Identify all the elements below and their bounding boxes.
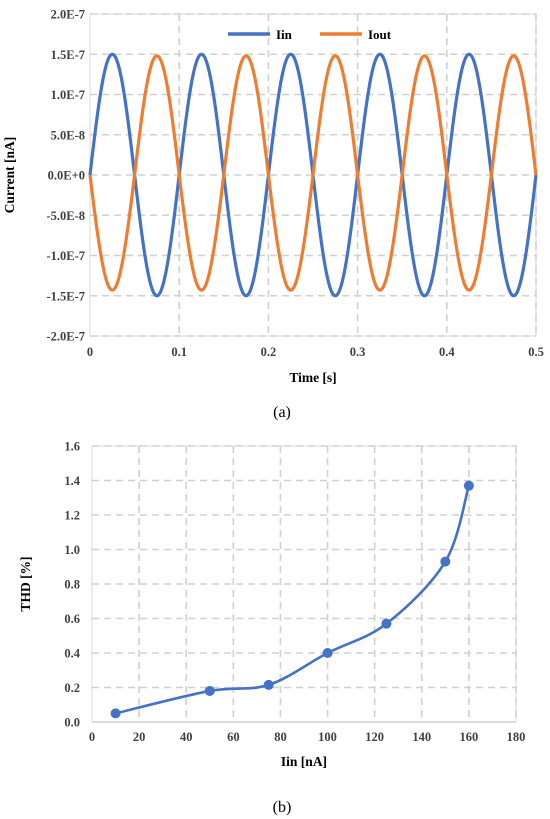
series-line-thd <box>115 485 471 715</box>
x-tick-label: 120 <box>365 730 384 744</box>
y-tick-label: 1.0E-7 <box>51 88 85 102</box>
legend-a: Iin Iout <box>228 27 392 42</box>
series-group-a <box>88 52 538 298</box>
x-tick-label: 0.3 <box>350 345 366 359</box>
y-tick-label: 5.0E-8 <box>51 128 85 142</box>
legend-label-iin: Iin <box>276 27 293 42</box>
x-tick-label: 40 <box>180 730 193 744</box>
x-tick-labels-a: 0 0.1 0.2 0.3 0.4 0.5 <box>87 345 544 359</box>
y-tick-label: -1.0E-7 <box>46 249 85 263</box>
y-tick-label: 1.4 <box>64 474 80 488</box>
data-point-marker <box>381 618 392 629</box>
y-tick-label: 1.0 <box>64 543 80 557</box>
data-point-marker <box>463 480 474 491</box>
x-axis-title-a: Time [s] <box>289 370 336 385</box>
caption-b: (b) <box>273 799 292 816</box>
y-tick-label: 2.0E-7 <box>51 8 85 22</box>
x-tick-label: 140 <box>412 730 431 744</box>
y-tick-label: 1.2 <box>64 509 80 523</box>
y-tick-label: 0.2 <box>64 681 80 695</box>
y-tick-label: -2.0E-7 <box>46 330 85 344</box>
y-tick-label: 1.6 <box>64 440 80 454</box>
x-tick-label: 80 <box>274 730 287 744</box>
x-tick-labels-b: 0 20 40 60 80 100 120 140 160 180 <box>89 730 526 744</box>
y-tick-label: 0.8 <box>64 578 80 592</box>
data-point-marker <box>322 648 333 658</box>
x-tick-label: 0.2 <box>261 345 277 359</box>
y-tick-label: 0.4 <box>64 647 80 661</box>
y-axis-title-b: THD [%] <box>18 556 33 611</box>
data-point-marker <box>204 685 215 696</box>
y-tick-label: 0.0 <box>64 716 80 730</box>
y-tick-labels-a: 2.0E-7 1.5E-7 1.0E-7 5.0E-8 0.0E+0 -5.0E-8 -1.… <box>46 8 85 344</box>
y-tick-labels-b: 0.0 0.2 0.4 0.6 0.8 1.0 1.2 1.4 1.6 <box>64 440 80 730</box>
x-tick-label: 0.1 <box>171 345 187 359</box>
caption-a: (a) <box>273 404 291 421</box>
data-point-marker <box>263 679 274 690</box>
x-tick-label: 60 <box>227 730 240 744</box>
x-tick-label: 0 <box>89 730 95 744</box>
x-tick-label: 0 <box>87 345 93 359</box>
chart-b-thd: 0.0 0.2 0.4 0.6 0.8 1.0 1.2 1.4 1.6 0 20 40 60 80 100… <box>18 440 526 817</box>
series-line-iout <box>88 54 538 292</box>
legend-label-iout: Iout <box>368 27 392 42</box>
y-tick-label: -5.0E-8 <box>46 209 85 223</box>
data-point-marker <box>110 708 121 719</box>
x-tick-label: 180 <box>507 730 526 744</box>
chart-a-time-domain: 2.0E-7 1.5E-7 1.0E-7 5.0E-8 0.0E+0 -5.0E-8 -1.… <box>2 8 544 422</box>
x-tick-label: 160 <box>460 730 479 744</box>
data-point-marker <box>440 556 451 567</box>
y-tick-label: 0.6 <box>64 612 80 626</box>
x-tick-label: 20 <box>133 730 146 744</box>
y-tick-label: -1.5E-7 <box>46 289 85 303</box>
y-axis-title-a: Current [nA] <box>2 137 17 214</box>
x-tick-label: 100 <box>318 730 337 744</box>
y-tick-label: 0.0E+0 <box>48 169 85 183</box>
x-axis-title-b: Iin [nA] <box>281 754 327 769</box>
series-group-b <box>110 480 474 719</box>
x-tick-label: 0.5 <box>528 345 544 359</box>
y-tick-label: 1.5E-7 <box>51 48 85 62</box>
x-tick-label: 0.4 <box>439 345 455 359</box>
gridlines-b <box>92 445 517 723</box>
